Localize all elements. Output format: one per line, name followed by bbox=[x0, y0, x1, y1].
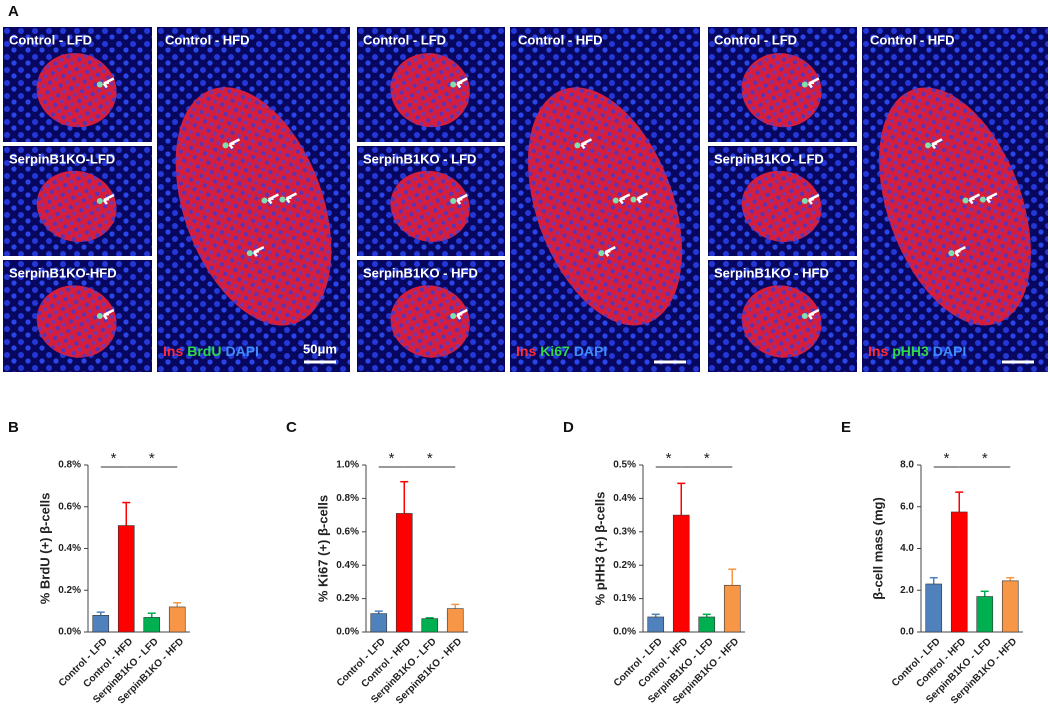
y-tick-label: 0.4% bbox=[336, 560, 359, 571]
y-tick-label: 0.8% bbox=[336, 493, 359, 504]
stain-legend: Ins Ki67 DAPI bbox=[516, 343, 607, 359]
bar bbox=[117, 525, 135, 633]
bar bbox=[421, 618, 439, 633]
bar bbox=[395, 513, 413, 633]
panel-label: C bbox=[286, 419, 297, 436]
significance-mark: * bbox=[666, 450, 672, 467]
tile-label: SerpinB1KO- LFD bbox=[714, 151, 824, 166]
y-tick-label: 0.2% bbox=[58, 585, 81, 596]
micrograph bbox=[862, 27, 1048, 372]
tile-label: Control - LFD bbox=[363, 32, 446, 47]
stain-name: BrdU bbox=[187, 343, 221, 359]
significance-mark: * bbox=[111, 450, 117, 467]
y-tick-label: 0.3% bbox=[613, 526, 636, 537]
y-axis-label: % BrdU (+) β-cells bbox=[37, 493, 52, 605]
stain-name: DAPI bbox=[574, 343, 607, 359]
tile-label: SerpinB1KO - LFD bbox=[363, 151, 476, 166]
tile-label: Control - LFD bbox=[9, 32, 92, 47]
y-tick-label: 8.0 bbox=[900, 460, 914, 471]
stain-name: Ki67 bbox=[540, 343, 570, 359]
panel-label: E bbox=[841, 419, 851, 436]
bar bbox=[976, 596, 994, 633]
bar bbox=[92, 614, 110, 633]
scale-label: 50μm bbox=[303, 341, 337, 356]
y-tick-label: 0.2% bbox=[613, 560, 636, 571]
micrograph bbox=[708, 260, 857, 372]
bar bbox=[698, 616, 716, 633]
y-axis-label: β-cell mass (mg) bbox=[870, 497, 885, 600]
y-tick-label: 0.0% bbox=[613, 627, 636, 638]
significance-mark: * bbox=[149, 450, 155, 467]
y-tick-label: 0.2% bbox=[336, 593, 359, 604]
y-tick-label: 1.0% bbox=[336, 460, 359, 471]
significance-mark: * bbox=[427, 450, 433, 467]
bar bbox=[370, 613, 388, 633]
micrograph bbox=[157, 27, 350, 372]
y-axis-label: % pHH3 (+) β-cells bbox=[592, 492, 607, 606]
micrograph bbox=[357, 146, 505, 256]
micrograph bbox=[708, 27, 857, 142]
significance-mark: * bbox=[944, 450, 950, 467]
bar bbox=[723, 584, 741, 633]
significance-mark: * bbox=[704, 450, 710, 467]
micrograph bbox=[3, 27, 152, 142]
significance-mark: * bbox=[389, 450, 395, 467]
y-tick-label: 0.0 bbox=[900, 627, 914, 638]
stain-name: DAPI bbox=[933, 343, 966, 359]
y-tick-label: 0.6% bbox=[58, 501, 81, 512]
bar bbox=[950, 511, 968, 633]
y-tick-label: 0.6% bbox=[336, 526, 359, 537]
tile-label: SerpinB1KO - HFD bbox=[363, 265, 478, 280]
stain-name: pHH3 bbox=[892, 343, 929, 359]
y-tick-label: 0.0% bbox=[336, 627, 359, 638]
tile-label: Control - HFD bbox=[165, 32, 249, 47]
stain-name: Ins bbox=[516, 343, 536, 359]
y-tick-label: 2.0 bbox=[900, 585, 914, 596]
bar bbox=[168, 606, 186, 633]
y-tick-label: 4.0 bbox=[900, 543, 914, 554]
stain-name: Ins bbox=[868, 343, 888, 359]
bar bbox=[672, 514, 690, 633]
significance-mark: * bbox=[982, 450, 988, 467]
bar bbox=[1001, 580, 1019, 633]
y-tick-label: 0.4% bbox=[613, 493, 636, 504]
tile-label: SerpinB1KO-LFD bbox=[9, 151, 115, 166]
micrograph bbox=[510, 27, 700, 372]
stain-name: DAPI bbox=[225, 343, 258, 359]
y-axis-label: % Ki67 (+) β-cells bbox=[315, 495, 330, 602]
bar bbox=[925, 583, 943, 633]
stain-legend: Ins BrdU DAPI bbox=[163, 343, 259, 359]
bar bbox=[143, 617, 161, 633]
micrograph bbox=[3, 260, 152, 372]
y-tick-label: 0.1% bbox=[613, 593, 636, 604]
stain-legend: Ins pHH3 DAPI bbox=[868, 343, 966, 359]
bar bbox=[446, 608, 464, 633]
panel-label: A bbox=[8, 3, 19, 20]
y-tick-label: 0.4% bbox=[58, 543, 81, 554]
tile-label: SerpinB1KO - HFD bbox=[714, 265, 829, 280]
tile-label: Control - HFD bbox=[870, 32, 954, 47]
y-tick-label: 0.0% bbox=[58, 627, 81, 638]
panel-label: B bbox=[8, 419, 19, 436]
bar bbox=[647, 616, 665, 633]
micrograph bbox=[708, 146, 857, 256]
micrograph bbox=[3, 146, 152, 256]
y-tick-label: 0.8% bbox=[58, 460, 81, 471]
tile-label: Control - HFD bbox=[518, 32, 602, 47]
y-tick-label: 6.0 bbox=[900, 501, 914, 512]
micrograph bbox=[357, 27, 505, 142]
micrograph bbox=[357, 260, 505, 372]
y-tick-label: 0.5% bbox=[613, 460, 636, 471]
panel-label: D bbox=[563, 419, 574, 436]
tile-label: Control - LFD bbox=[714, 32, 797, 47]
stain-name: Ins bbox=[163, 343, 183, 359]
tile-label: SerpinB1KO-HFD bbox=[9, 265, 117, 280]
